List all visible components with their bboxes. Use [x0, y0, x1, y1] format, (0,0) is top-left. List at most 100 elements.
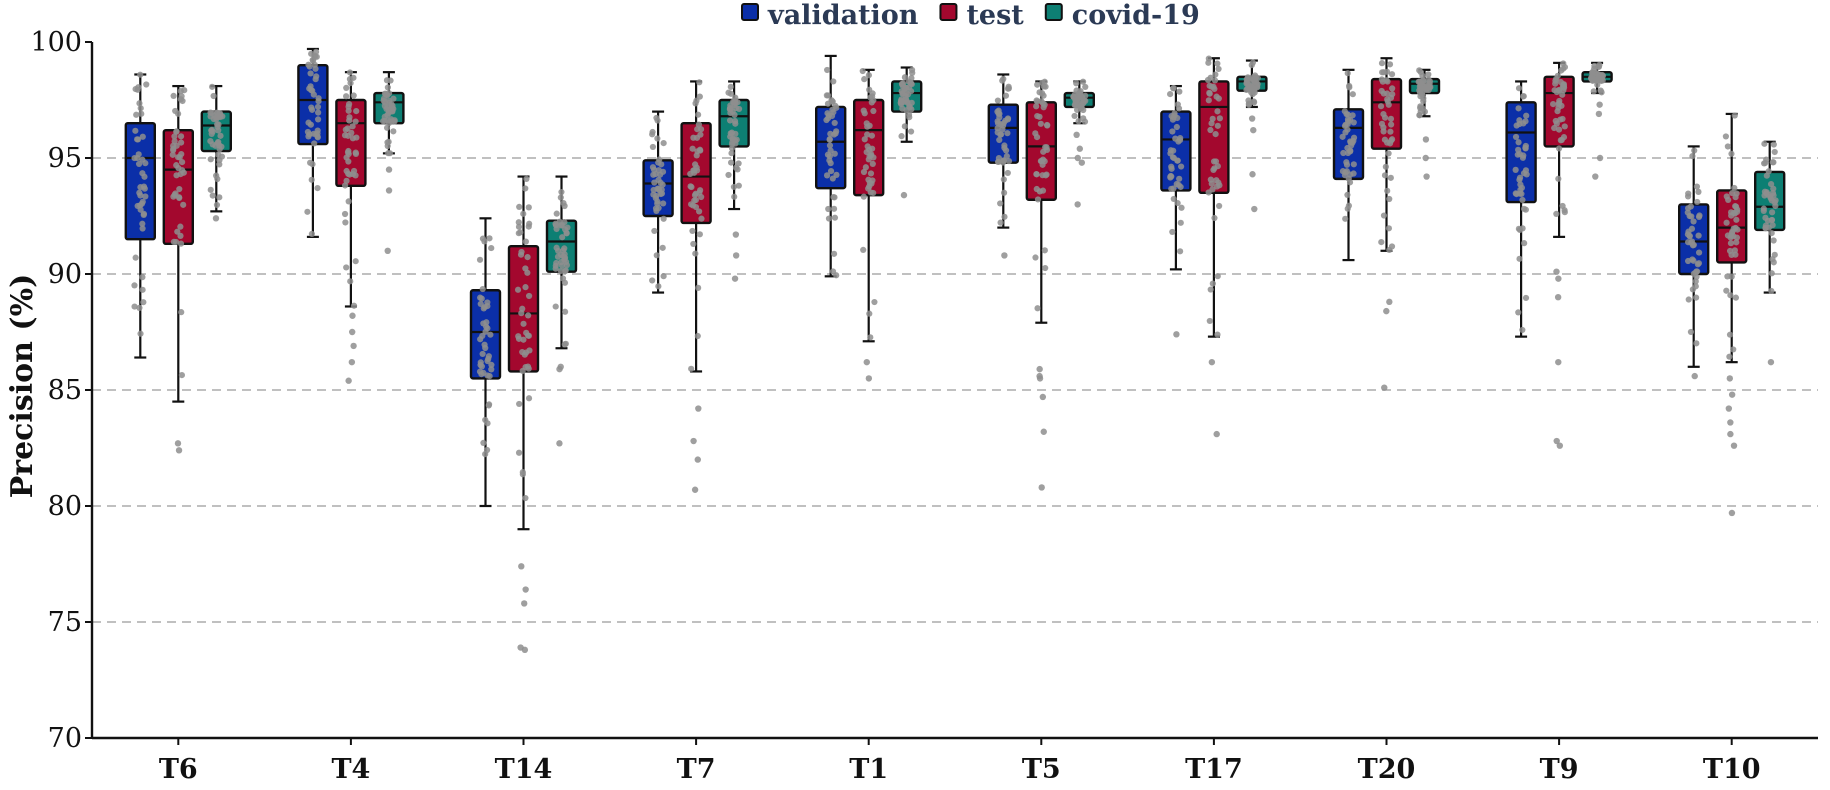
data-point: [1770, 185, 1777, 192]
data-point: [137, 206, 144, 213]
data-point: [1724, 273, 1731, 280]
data-point: [1216, 115, 1223, 122]
data-point: [383, 77, 391, 84]
data-point: [170, 147, 177, 154]
data-point: [660, 140, 667, 147]
data-point: [1207, 286, 1214, 293]
data-point: [1693, 340, 1700, 347]
data-point: [660, 200, 667, 207]
data-point: [140, 183, 148, 190]
data-point: [1380, 128, 1387, 135]
data-point: [1034, 81, 1041, 88]
outlier-point: [1251, 205, 1258, 213]
box-test-T17: [1198, 57, 1230, 338]
x-category-label-T6: T6: [159, 754, 198, 785]
data-point: [1073, 80, 1080, 87]
data-point: [314, 127, 321, 134]
data-point: [830, 78, 837, 85]
data-point: [485, 355, 492, 363]
data-point: [1034, 112, 1041, 120]
data-point: [1205, 97, 1212, 104]
points-covid-19-T10: [1760, 140, 1779, 366]
x-category-label-T1: T1: [849, 754, 888, 785]
data-point: [649, 143, 657, 151]
x-category-label-T17: T17: [1185, 754, 1243, 785]
data-point: [731, 193, 738, 200]
data-point: [1342, 215, 1349, 222]
outlier-point: [345, 377, 352, 384]
data-point: [389, 108, 396, 115]
outlier-point: [1074, 201, 1081, 208]
data-point: [653, 252, 660, 259]
data-point: [177, 232, 184, 239]
outlier-point: [1036, 375, 1044, 382]
x-category-labels: T6 T4 T14 T7 T1 T5 T17 T20 T9 T10: [159, 738, 1761, 785]
data-point: [172, 238, 180, 246]
data-point: [169, 151, 176, 158]
y-tick-label-80: 80: [48, 491, 82, 522]
data-point: [345, 198, 352, 205]
data-point: [860, 193, 867, 200]
points-test-T6: [169, 87, 188, 454]
data-point: [1594, 81, 1601, 88]
data-point: [1003, 153, 1010, 160]
data-point: [136, 304, 143, 312]
data-point: [1555, 145, 1563, 152]
data-point: [515, 219, 522, 226]
data-point: [170, 92, 177, 100]
data-point: [1207, 176, 1214, 183]
data-point: [695, 111, 702, 118]
data-point: [216, 194, 223, 201]
data-point: [346, 117, 353, 124]
data-point: [558, 222, 565, 229]
points-test-T1: [859, 67, 878, 382]
data-point: [1422, 84, 1430, 92]
data-point: [385, 150, 392, 157]
data-point: [654, 117, 661, 124]
data-point: [898, 133, 905, 140]
data-point: [1768, 216, 1776, 224]
data-point: [1343, 161, 1351, 168]
data-point: [214, 123, 221, 131]
data-point: [696, 93, 703, 100]
data-point: [1044, 122, 1051, 129]
data-point: [1388, 71, 1396, 78]
data-point: [689, 145, 696, 152]
data-point: [525, 223, 532, 230]
data-point: [311, 140, 318, 147]
data-point: [698, 215, 705, 222]
data-point: [345, 170, 352, 177]
legend-label-covid-19: covid-19: [1072, 0, 1200, 31]
data-point: [725, 89, 732, 96]
data-point: [1211, 77, 1219, 84]
data-point: [1726, 353, 1733, 360]
points-covid-19-T4: [380, 77, 398, 254]
data-point: [176, 185, 183, 193]
data-point: [140, 299, 147, 306]
data-point: [1689, 153, 1696, 160]
data-point: [1768, 287, 1775, 295]
points-test-T20: [1377, 60, 1396, 391]
y-tick-labels: 70 75 80 85 90 95 100: [30, 27, 92, 754]
data-point: [1082, 83, 1089, 91]
data-point: [138, 110, 145, 117]
data-point: [861, 136, 868, 143]
points-validation-T7: [649, 114, 667, 290]
data-point: [520, 320, 527, 327]
data-point: [181, 87, 188, 94]
data-point: [868, 132, 876, 139]
data-point: [1214, 273, 1221, 280]
data-point: [1515, 309, 1522, 316]
legend-swatch-test: [939, 3, 958, 21]
data-point: [1040, 92, 1047, 99]
data-point: [1694, 198, 1701, 206]
data-point: [867, 334, 874, 341]
data-point: [1247, 83, 1254, 90]
data-point: [207, 156, 214, 163]
x-category-label-T5: T5: [1022, 754, 1061, 785]
data-point: [1387, 128, 1394, 135]
outlier-point: [349, 312, 356, 319]
outlier-point: [1386, 298, 1393, 306]
data-point: [1378, 76, 1385, 83]
outlier-point: [1767, 358, 1775, 366]
